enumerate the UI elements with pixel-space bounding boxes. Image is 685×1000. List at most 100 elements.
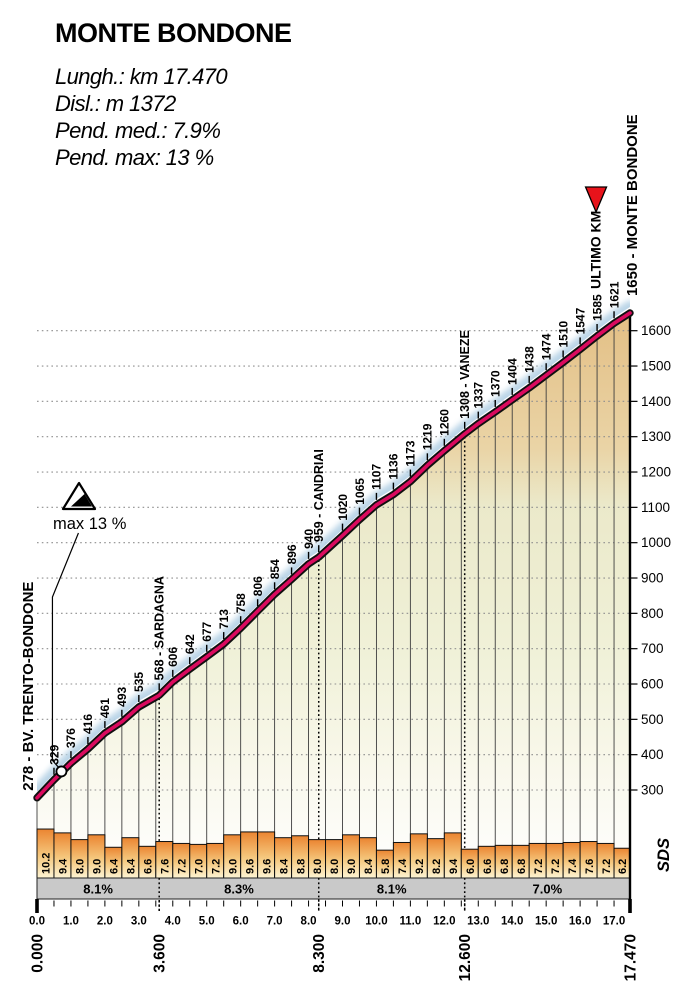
y-tick-label: 600 — [641, 677, 664, 692]
gradient-bar-value: 6.8 — [499, 859, 511, 874]
elevation-label: 1107 — [370, 464, 384, 490]
elevation-label: 1260 — [438, 409, 452, 436]
elevation-label: 1136 — [387, 453, 401, 479]
gradient-bar-value: 6.6 — [143, 859, 155, 874]
stat-length: Lungh.: km 17.470 — [55, 64, 228, 89]
gradient-bar-value: 9.4 — [58, 858, 70, 874]
x-tick-label: 12.0 — [433, 916, 455, 928]
y-tick-label: 500 — [641, 712, 664, 727]
km-boundary-label: 17.470 — [623, 934, 640, 981]
elevation-label: 1547 — [573, 307, 587, 334]
y-tick-label: 900 — [641, 571, 664, 586]
section-avg-gradient: 8.3% — [224, 882, 254, 897]
x-tick-label: 0.0 — [29, 916, 45, 928]
summit-label: 1650 - MONTE BONDONE — [624, 114, 641, 296]
gradient-bar-value: 9.0 — [92, 859, 104, 874]
max-gradient-pointer-line — [51, 532, 79, 770]
elevation-label: 1020 — [336, 494, 350, 521]
y-tick-label: 400 — [641, 747, 664, 762]
y-axis: 300 400 500 600 700 800 900 1000 1100 1200 1300 140… — [628, 310, 671, 899]
elevation-label: 677 — [200, 621, 214, 641]
branding-sds: SDS — [655, 838, 673, 872]
max-gradient-annotation: max 13 % — [51, 481, 127, 778]
gradient-bar-value: 7.0 — [193, 859, 205, 874]
elevation-label: 606 — [166, 647, 180, 667]
section-avg-gradient: 8.1% — [377, 882, 407, 897]
landmark-label: 959 - CANDRIAI — [312, 449, 326, 542]
elevation-label: 1337 — [472, 382, 486, 409]
landmark-label: 568 - SARDAGNA — [152, 576, 166, 680]
section-avg-gradient: 7.0% — [533, 882, 563, 897]
x-tick-label: 8.0 — [301, 916, 317, 928]
gradient-bar-value: 6.6 — [482, 859, 494, 874]
elevation-label: 461 — [98, 698, 112, 718]
x-tick-label: 16.0 — [569, 916, 591, 928]
x-tick-label: 14.0 — [501, 916, 523, 928]
km-boundary-label: 12.600 — [457, 934, 474, 981]
gradient-bar-value: 7.4 — [397, 858, 409, 874]
stat-max-gradient: Pend. max: 13 % — [55, 145, 214, 170]
elevation-label: 1438 — [522, 346, 536, 373]
gradient-bar-value: 8.2 — [431, 859, 443, 874]
gradient-bar-value: 7.2 — [176, 859, 188, 874]
y-tick-label: 1600 — [641, 323, 671, 338]
gradient-bar-value: 8.0 — [329, 859, 341, 874]
section-band: 8.1% 8.3% 8.1% 7.0% — [36, 877, 631, 911]
x-tick-label: 9.0 — [334, 916, 350, 928]
start-label: 278 - BV. TRENTO-BONDONE — [20, 582, 37, 791]
gradient-bar-value: 9.4 — [448, 858, 460, 874]
stat-elevation-gain: Disl.: m 1372 — [55, 91, 176, 116]
x-axis-start-mark — [35, 899, 39, 913]
climb-title: MONTE BONDONE — [55, 18, 292, 48]
elevation-label: 1585 — [590, 294, 604, 321]
elevation-label: 642 — [183, 634, 197, 654]
gradient-bar-value: 6.0 — [465, 859, 477, 874]
climb-stats: Lungh.: km 17.470 Disl.: m 1372 Pend. me… — [55, 63, 292, 171]
y-tick-label: 1000 — [641, 535, 671, 550]
x-tick-label: 11.0 — [400, 916, 422, 928]
x-tick-label: 3.0 — [131, 916, 147, 928]
x-axis: 0.0 1.0 2.0 3.0 4.0 5.0 6.0 7.0 8.0 9.0 10.0 11.0 12… — [29, 899, 640, 981]
gradient-bar-value: 9.0 — [346, 859, 358, 874]
gradient-bar-value: 9.2 — [414, 859, 426, 874]
x-tick-label: 2.0 — [97, 916, 113, 928]
elevation-label: 1474 — [539, 333, 553, 360]
elevation-label: 713 — [217, 609, 231, 629]
gradient-bar-value: 9.0 — [227, 859, 239, 874]
km-boundary-label: 8.300 — [311, 934, 328, 973]
x-axis-end-mark — [628, 899, 632, 913]
ultimo-km-triangle-icon — [584, 186, 608, 214]
x-tick-label: 15.0 — [535, 916, 557, 928]
x-tick-label: 4.0 — [165, 916, 181, 928]
gradient-bar-value: 9.6 — [261, 859, 273, 874]
gradient-bar-value: 8.0 — [75, 859, 87, 874]
elevation-label: 329 — [47, 744, 61, 764]
x-tick-label: 10.0 — [365, 916, 387, 928]
elevation-label: 535 — [132, 672, 146, 692]
elevation-label: 1173 — [404, 440, 418, 466]
gradient-bar-value: 9.6 — [244, 859, 256, 874]
max-gradient-label: max 13 % — [53, 515, 127, 533]
gradient-bar-value: 7.2 — [210, 859, 222, 874]
elevation-label: 1404 — [506, 358, 520, 385]
elevation-label: 493 — [115, 686, 129, 706]
ultimo-km-label: ULTIMO KM — [588, 211, 604, 289]
area-fill — [37, 313, 630, 878]
gradient-bar-value: 7.6 — [159, 859, 171, 874]
gradient-bar-value: 6.2 — [617, 859, 629, 874]
gradient-bar-value: 8.8 — [295, 859, 307, 874]
x-tick-label: 1.0 — [63, 916, 79, 928]
elevation-label: 940 — [302, 529, 316, 549]
y-tick-label: 1200 — [641, 465, 671, 480]
elevation-label: 896 — [285, 544, 299, 564]
gradient-bar-value: 6.8 — [516, 859, 528, 874]
profile-line — [35, 311, 632, 800]
gradient-bar-value: 7.2 — [601, 859, 613, 874]
y-tick-label: 700 — [641, 641, 664, 656]
x-tick-label: 17.0 — [603, 916, 625, 928]
elevation-label: 1065 — [353, 478, 367, 505]
x-tick-label: 5.0 — [199, 916, 215, 928]
